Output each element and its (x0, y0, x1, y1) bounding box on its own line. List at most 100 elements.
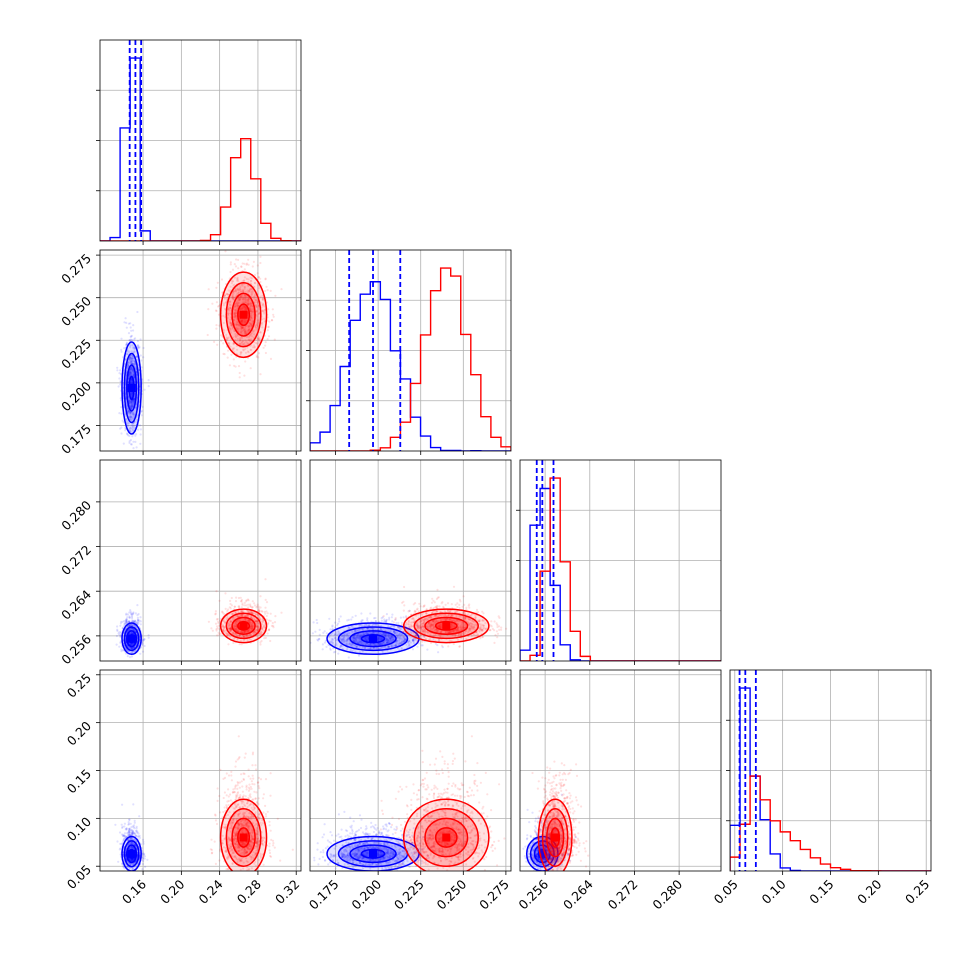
scatter-point (271, 308, 274, 311)
scatter-point (244, 318, 247, 321)
scatter-point (127, 421, 130, 424)
scatter-point (241, 288, 244, 291)
scatter-point (402, 616, 405, 619)
scatter-point (234, 312, 237, 315)
scatter-point (131, 382, 134, 385)
scatter-point (130, 350, 133, 353)
scatter-point (269, 612, 272, 615)
scatter-point (229, 318, 232, 321)
scatter-point (130, 643, 133, 647)
scatter-point (233, 312, 236, 315)
scatter-point (247, 298, 250, 301)
scatter-point (130, 655, 133, 658)
scatter-point (131, 628, 134, 631)
scatter-point (273, 338, 276, 341)
scatter-point (239, 352, 243, 355)
scatter-point (135, 355, 138, 358)
scatter-point (130, 643, 133, 646)
scatter-point (221, 610, 224, 613)
scatter-point (229, 329, 232, 332)
scatter-point (255, 328, 258, 331)
scatter-point (231, 327, 234, 330)
scatter-point (230, 353, 233, 356)
scatter-point (253, 281, 256, 284)
scatter-point (128, 399, 132, 402)
scatter-point (139, 338, 142, 341)
scatter-point (133, 350, 136, 353)
scatter-point (128, 628, 131, 631)
scatter-point (207, 308, 210, 311)
scatter-point (136, 346, 140, 350)
scatter-point (245, 330, 248, 333)
density-peak (127, 383, 136, 392)
scatter-point (243, 276, 246, 279)
scatter-point (267, 308, 270, 311)
scatter-point (244, 298, 247, 301)
scatter-point (268, 619, 271, 622)
scatter-point (243, 285, 246, 289)
scatter-point (235, 311, 238, 314)
scatter-point (222, 304, 225, 307)
panel-frame (99, 249, 302, 452)
scatter-point (477, 611, 480, 614)
scatter-point (244, 290, 247, 293)
scatter-point (240, 265, 243, 268)
scatter-point (128, 373, 131, 376)
scatter-point (137, 428, 140, 431)
scatter-point (125, 619, 128, 623)
scatter-point (240, 598, 243, 601)
scatter-point (138, 345, 141, 348)
scatter-point (132, 359, 135, 363)
scatter-point (227, 308, 230, 311)
scatter-point (250, 325, 253, 328)
scatter-point (226, 293, 229, 296)
scatter-point (118, 633, 121, 636)
scatter-point (254, 326, 257, 329)
scatter-point (245, 301, 248, 304)
scatter-point (259, 331, 262, 334)
scatter-point (233, 311, 236, 314)
scatter-point (132, 374, 135, 377)
scatter-point (240, 290, 243, 293)
scatter-point (256, 342, 259, 345)
scatter-point (120, 337, 123, 340)
scatter-point (116, 625, 119, 628)
scatter-point (226, 336, 229, 339)
scatter-point (258, 337, 261, 340)
scatter-point (229, 270, 232, 274)
scatter-point (257, 336, 260, 339)
scatter-point (227, 337, 230, 340)
scatter-point (132, 620, 135, 623)
scatter-point (240, 331, 243, 334)
scatter-point (130, 366, 133, 369)
scatter-point (505, 627, 508, 630)
scatter-point (116, 628, 119, 631)
scatter-point (229, 331, 232, 334)
scatter-point (239, 295, 242, 298)
scatter-point (242, 349, 245, 352)
scatter-point (127, 351, 130, 354)
scatter-point (220, 339, 223, 342)
scatter-point (132, 346, 135, 349)
histogram-series-1 (310, 267, 511, 451)
scatter-point (347, 656, 350, 659)
scatter-point (241, 307, 244, 310)
scatter-point (128, 620, 131, 623)
scatter-point (126, 410, 129, 413)
scatter-point (237, 258, 240, 261)
scatter-point (130, 362, 134, 365)
scatter-point (118, 377, 121, 380)
scatter-point (251, 330, 254, 333)
scatter-point (261, 297, 265, 300)
scatter-point (244, 296, 247, 299)
scatter-point (255, 354, 258, 357)
scatter-point (131, 401, 134, 404)
scatter-point (420, 644, 423, 647)
scatter-point (119, 641, 122, 644)
scatter-point (331, 624, 334, 627)
scatter-point (251, 310, 255, 313)
scatter-point (139, 442, 142, 445)
scatter-point (132, 357, 135, 360)
scatter-point (229, 321, 233, 325)
scatter-point (255, 305, 258, 309)
